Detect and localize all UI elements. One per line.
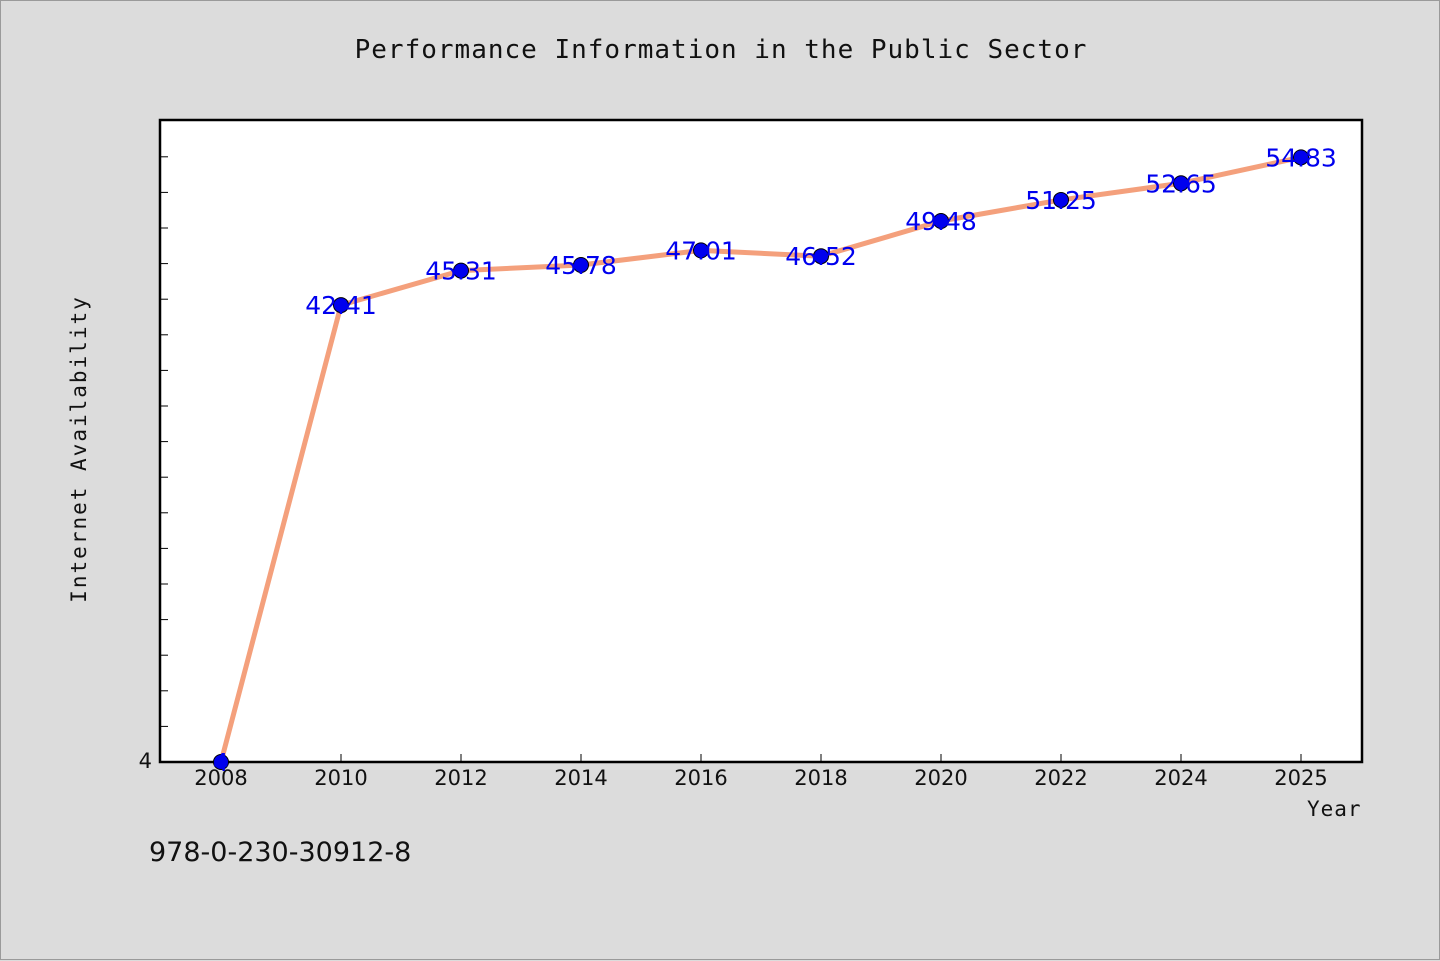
x-axis-label: Year — [1307, 797, 1362, 821]
series-line — [218, 154, 1304, 765]
data-point — [813, 248, 829, 265]
plot-area — [158, 118, 1364, 764]
data-point — [933, 212, 949, 229]
data-label: 49.48 — [905, 207, 977, 236]
x-tick-label: 2024 — [1154, 766, 1207, 790]
data-label: 4 — [213, 748, 229, 777]
data-point — [1053, 191, 1069, 208]
footer-code: 978-0-230-30912-8 — [149, 837, 412, 868]
x-tick-label: 2014 — [554, 766, 607, 790]
data-point — [573, 257, 589, 274]
x-tick-label: 2020 — [914, 766, 967, 790]
data-point — [1293, 149, 1309, 166]
x-tick-label: 2022 — [1034, 766, 1087, 790]
chart-title: Performance Information in the Public Se… — [354, 35, 1088, 65]
data-point — [453, 262, 469, 279]
x-tick-label: 2016 — [674, 766, 727, 790]
data-label: 46.52 — [785, 242, 857, 271]
data-label: 47.01 — [665, 236, 737, 265]
data-label: 42.41 — [305, 291, 377, 320]
data-label: 52.65 — [1145, 169, 1217, 198]
data-point — [1173, 175, 1189, 192]
data-point — [693, 242, 709, 259]
x-tick-label: 2025 — [1274, 766, 1327, 790]
data-label: 51.25 — [1025, 186, 1097, 215]
x-tick-label: 2012 — [434, 766, 487, 790]
data-label: 45.31 — [425, 257, 497, 286]
x-tick-label: 2010 — [314, 766, 367, 790]
data-label: 54.83 — [1265, 143, 1337, 172]
x-tick-label: 2018 — [794, 766, 847, 790]
data-label: 45.78 — [545, 251, 617, 280]
data-point — [213, 754, 229, 770]
data-point — [333, 297, 349, 314]
y-tick-label: 4 — [139, 749, 152, 773]
